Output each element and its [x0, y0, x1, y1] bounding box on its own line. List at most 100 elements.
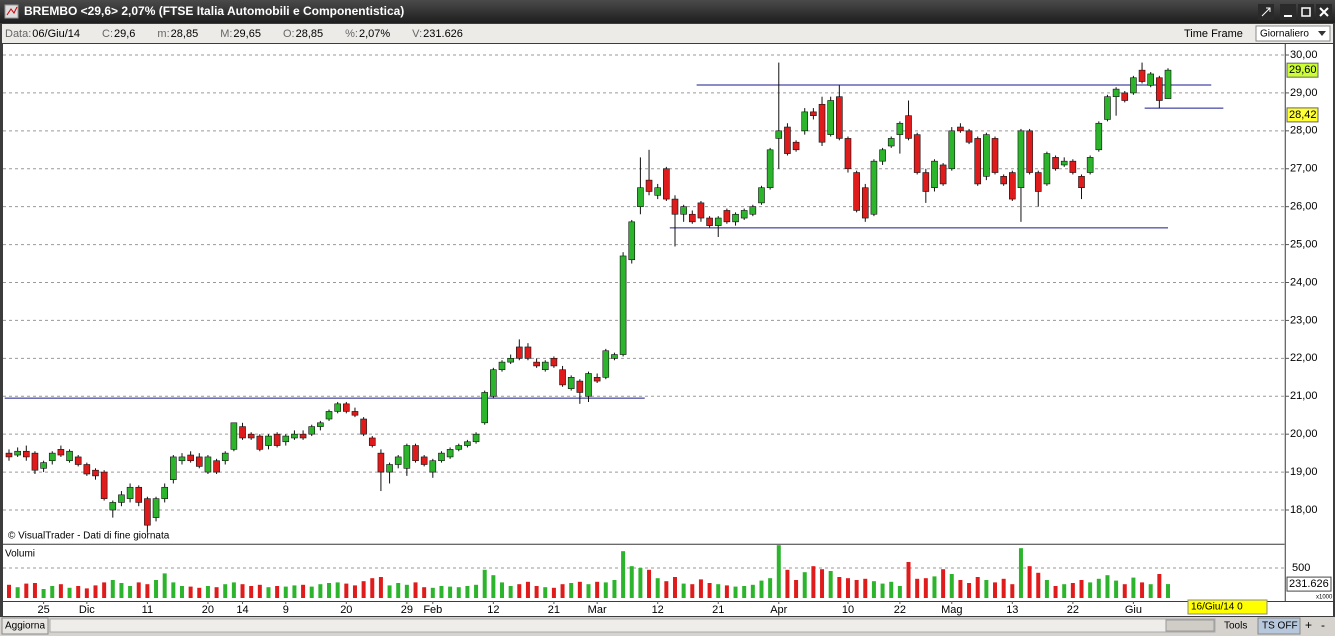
- volume-bar: [958, 579, 963, 598]
- window-buttons[interactable]: [1258, 4, 1332, 20]
- volume-bar: [240, 584, 245, 598]
- candle-body: [991, 138, 999, 173]
- volume-bar: [932, 576, 937, 598]
- candle-body: [57, 449, 65, 456]
- info-value: 2,07%: [359, 28, 390, 40]
- credit: © VisualTrader - Dati di fine giornata: [8, 531, 170, 542]
- zoom-out[interactable]: -: [1321, 618, 1325, 632]
- volume-bar: [1105, 575, 1110, 598]
- volume-bar: [482, 569, 487, 598]
- candle-body: [1078, 176, 1085, 189]
- x-tick-label: 22: [894, 604, 906, 616]
- y-tick-label: 26,00: [1290, 201, 1318, 213]
- volume-bar: [370, 578, 375, 598]
- refresh-button[interactable]: [1, 617, 49, 635]
- y-tick-label: 20,00: [1290, 428, 1318, 440]
- volume-bar: [387, 585, 392, 598]
- candle-body: [66, 450, 73, 462]
- candle-body: [948, 130, 956, 170]
- candle-body: [1104, 96, 1111, 120]
- candle-body: [481, 392, 489, 424]
- volume-bar: [249, 585, 254, 598]
- minimize-button[interactable]: [1280, 4, 1296, 20]
- volume-bar: [456, 587, 461, 598]
- candle-body: [195, 456, 203, 467]
- volume-bar: [1036, 572, 1041, 598]
- y-tick-label: 23,00: [1290, 314, 1318, 326]
- candle-body: [559, 369, 566, 386]
- candle-body: [870, 160, 878, 215]
- candle-body: [144, 498, 151, 526]
- candle-body: [429, 460, 437, 473]
- scroll-thumb[interactable]: [1165, 619, 1215, 632]
- candle-body: [40, 462, 47, 469]
- candle-body: [645, 179, 653, 192]
- volume-bar: [569, 582, 574, 598]
- volume-bar: [257, 584, 262, 598]
- volume-bar: [266, 587, 271, 598]
- volume-bar: [491, 575, 496, 598]
- candle-body: [247, 433, 255, 439]
- candle-body: [1095, 122, 1103, 151]
- x-tick-label: 12: [487, 604, 499, 616]
- candle-body: [697, 202, 705, 219]
- volume-bar: [742, 585, 747, 598]
- volume-bar: [396, 582, 401, 598]
- x-tick-label: Apr: [770, 604, 787, 616]
- candle-body: [472, 433, 480, 443]
- volume-bar: [7, 584, 11, 598]
- candle-body: [1026, 130, 1033, 173]
- candle-body: [299, 433, 307, 439]
- y-tick-label: 27,00: [1290, 163, 1318, 175]
- volume-bar: [612, 579, 617, 598]
- volume-bar: [837, 576, 842, 598]
- candle-body: [360, 418, 367, 435]
- time-frame-select[interactable]: [1255, 25, 1331, 42]
- right-axis: [1286, 44, 1333, 601]
- volume-bar: [517, 584, 522, 598]
- candle-body: [126, 486, 134, 499]
- title-bar: [0, 0, 1335, 23]
- x-axis-strip: [3, 602, 1333, 616]
- ts-button[interactable]: [1257, 617, 1301, 635]
- volume-bar: [1079, 579, 1084, 598]
- info-value: 28,85: [171, 28, 199, 40]
- zoom-in[interactable]: +: [1305, 618, 1312, 632]
- info-bar: [2, 24, 1333, 43]
- volume-bar: [465, 585, 470, 598]
- candle-body: [766, 149, 774, 189]
- candle-body: [637, 187, 644, 207]
- price-marker-label: 28,42: [1289, 109, 1317, 121]
- volume-bar: [889, 581, 894, 598]
- candle-body: [879, 149, 886, 162]
- candle-body: [905, 115, 912, 139]
- volume-bar: [1018, 548, 1023, 598]
- candle-body: [619, 255, 627, 355]
- candle-body: [31, 452, 39, 471]
- refresh-label: Aggiorna: [5, 621, 45, 632]
- volume-bar: [41, 588, 46, 598]
- info-label: V:: [412, 28, 422, 40]
- volume-bar: [871, 581, 876, 598]
- candle-body: [671, 198, 679, 215]
- candle-body: [611, 354, 618, 359]
- candle-body: [420, 456, 428, 465]
- tools-button[interactable]: Tools: [1224, 621, 1247, 632]
- select-arrow: [1318, 31, 1326, 36]
- candle-body: [801, 111, 809, 132]
- x-tick-label: Feb: [423, 604, 442, 616]
- maximize-button[interactable]: [1298, 4, 1314, 20]
- candle-body: [377, 452, 385, 473]
- volume-bar: [327, 582, 332, 598]
- candle-body: [92, 469, 99, 477]
- volume-bar: [681, 583, 686, 598]
- candle-body: [14, 450, 21, 456]
- volume-bar: [84, 588, 89, 598]
- candle-body: [836, 96, 843, 139]
- scrollbar[interactable]: [49, 618, 1216, 633]
- price-marker: [1286, 107, 1319, 123]
- candle-body: [1052, 157, 1059, 170]
- x-tick-label: 22: [1067, 604, 1079, 616]
- volume-bar: [448, 586, 453, 598]
- price-marker-label: 29,60: [1289, 64, 1317, 76]
